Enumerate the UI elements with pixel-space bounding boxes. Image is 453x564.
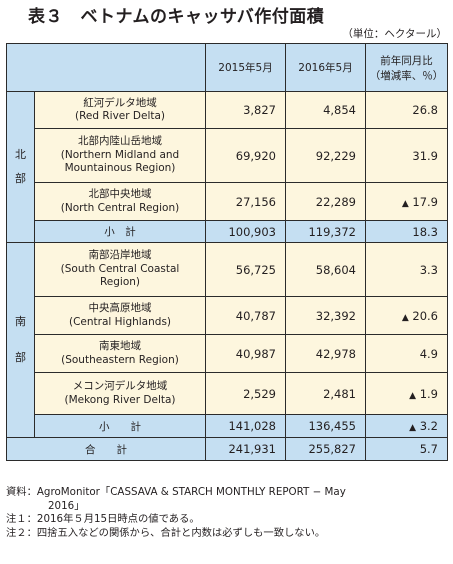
note-2: 注２：四捨五入などの関係から、合計と内数は必ずしも一致しない。 xyxy=(6,526,326,539)
table-row: 北部内陸山岳地域 (Northern Midland and Mountaino… xyxy=(7,128,448,183)
decrease-triangle-icon: ▲ xyxy=(401,312,409,323)
subtotal-row: 小 計 100,903 119,372 18.3 xyxy=(7,220,448,243)
subtotal-2015: 100,903 xyxy=(205,220,286,243)
region-name: 北部内陸山岳地域 (Northern Midland and Mountaino… xyxy=(34,128,206,183)
total-yoy: 5.7 xyxy=(365,437,448,461)
unit-label: （単位：ヘクタール） xyxy=(342,28,447,40)
cassava-area-table: 2015年5月 2016年5月 前年同月比 （増減率、％） 北 部 紅河デルタ地… xyxy=(6,43,448,461)
value-2016: 42,978 xyxy=(285,334,366,373)
region-name: 北部中央地域 (North Central Region) xyxy=(34,182,206,221)
header-blank-cell xyxy=(6,43,206,92)
total-label: 合 計 xyxy=(6,437,206,461)
table-title: 表３ ベトナムのキャッサバ作付面積 xyxy=(28,7,325,27)
decrease-triangle-icon: ▲ xyxy=(409,390,417,401)
region-name: 中央高原地域 (Central Highlands) xyxy=(34,296,206,335)
value-2016: 92,229 xyxy=(285,128,366,183)
table-row: 中央高原地域 (Central Highlands) 40,787 32,392… xyxy=(7,296,448,335)
subtotal-label: 小 計 xyxy=(34,414,206,438)
total-row: 合 計 241,931 255,827 5.7 xyxy=(6,437,448,461)
subtotal-row: 小 計 141,028 136,455 ▲ 3.2 xyxy=(7,414,448,438)
region-name: 紅河デルタ地域 (Red River Delta) xyxy=(34,91,206,129)
total-2016: 255,827 xyxy=(285,437,366,461)
header-yoy-line1: 前年同月比 xyxy=(380,54,433,67)
value-yoy: ▲ 20.6 xyxy=(365,296,448,335)
table-row: メコン河デルタ地域 (Mekong River Delta) 2,529 2,4… xyxy=(7,372,448,415)
value-yoy: 26.8 xyxy=(365,91,448,129)
table-row: 北部中央地域 (North Central Region) 27,156 22,… xyxy=(7,182,448,221)
value-2016: 22,289 xyxy=(285,182,366,221)
subtotal-label: 小 計 xyxy=(34,220,206,243)
subtotal-2016: 136,455 xyxy=(285,414,366,438)
subtotal-2016: 119,372 xyxy=(285,220,366,243)
value-yoy: 3.3 xyxy=(365,242,448,297)
north-group-label: 北 部 xyxy=(6,91,35,243)
value-2016: 58,604 xyxy=(285,242,366,297)
value-yoy: 4.9 xyxy=(365,334,448,373)
subtotal-yoy: ▲ 3.2 xyxy=(365,414,448,438)
value-2015: 69,920 xyxy=(205,128,286,183)
header-2015: 2015年5月 xyxy=(205,43,286,92)
header-yoy-line2: （増減率、％） xyxy=(369,69,444,82)
value-yoy: ▲ 1.9 xyxy=(365,372,448,415)
table-row: 北 部 紅河デルタ地域 (Red River Delta) 3,827 4,85… xyxy=(6,91,448,243)
value-2016: 2,481 xyxy=(285,372,366,415)
subtotal-2015: 141,028 xyxy=(205,414,286,438)
value-2015: 3,827 xyxy=(205,91,286,129)
value-2015: 40,987 xyxy=(205,334,286,373)
table-row: 南東地域 (Southeastern Region) 40,987 42,978… xyxy=(7,334,448,373)
value-2015: 2,529 xyxy=(205,372,286,415)
region-name: メコン河デルタ地域 (Mekong River Delta) xyxy=(34,372,206,415)
subtotal-yoy: 18.3 xyxy=(365,220,448,243)
table-notes: 資料：AgroMonitor「CASSAVA & STARCH MONTHLY … xyxy=(6,486,451,540)
region-name: 南東地域 (Southeastern Region) xyxy=(34,334,206,373)
decrease-triangle-icon: ▲ xyxy=(409,423,417,433)
source-note-continued: 2016」 xyxy=(48,499,85,512)
decrease-triangle-icon: ▲ xyxy=(401,198,409,209)
value-yoy: 31.9 xyxy=(365,128,448,183)
south-group-label: 南 部 xyxy=(6,242,35,438)
header-yoy: 前年同月比 （増減率、％） xyxy=(365,43,448,92)
value-2015: 56,725 xyxy=(205,242,286,297)
note-1: 注１：2016年５月15日時点の値である。 xyxy=(6,513,200,525)
value-2016: 4,854 xyxy=(285,91,366,129)
region-name: 南部沿岸地域 (South Central Coastal Region) xyxy=(34,242,206,297)
source-note: 資料：AgroMonitor「CASSAVA & STARCH MONTHLY … xyxy=(6,486,346,498)
value-2016: 32,392 xyxy=(285,296,366,335)
value-2015: 27,156 xyxy=(205,182,286,221)
header-2016: 2016年5月 xyxy=(285,43,366,92)
table-row: 南 部 南部沿岸地域 (South Central Coastal Region… xyxy=(6,242,448,438)
value-2015: 40,787 xyxy=(205,296,286,335)
table-header-row: 2015年5月 2016年5月 前年同月比 （増減率、％） xyxy=(6,43,448,92)
total-2015: 241,931 xyxy=(205,437,286,461)
value-yoy: ▲ 17.9 xyxy=(365,182,448,221)
